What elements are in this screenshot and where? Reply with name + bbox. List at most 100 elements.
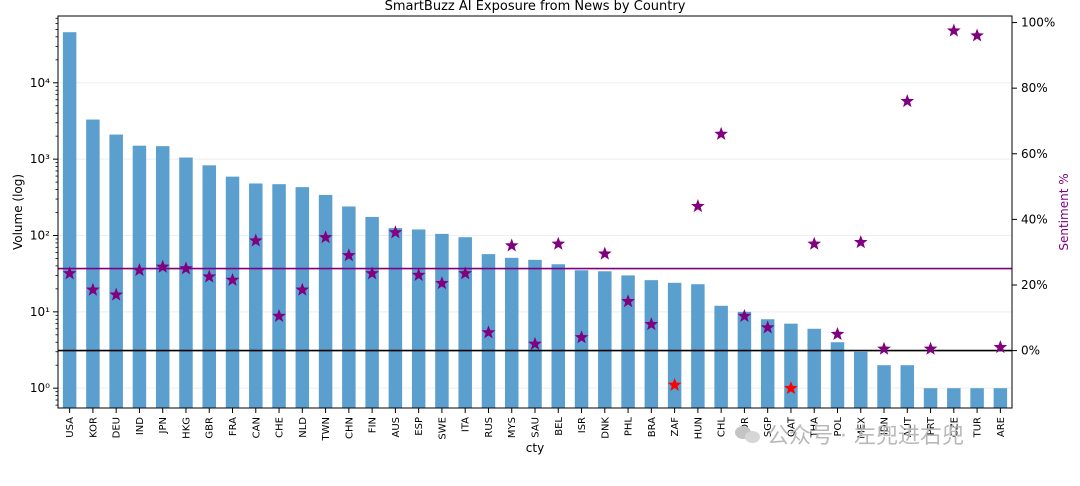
bar-hun bbox=[691, 284, 705, 408]
bar-ita bbox=[458, 237, 472, 408]
sentiment-star-twn bbox=[318, 230, 333, 244]
sentiment-star-can bbox=[248, 233, 263, 247]
sentiment-star-cze bbox=[946, 23, 961, 37]
y-tick-label: 10⁰ bbox=[30, 381, 50, 395]
sentiment-star-fra bbox=[225, 272, 240, 286]
x-tick-label-fin: FIN bbox=[368, 417, 379, 433]
y2-tick-label: 60% bbox=[1021, 147, 1048, 161]
x-tick-label-chn: CHN bbox=[344, 417, 355, 439]
x-tick-label-prt: PRT bbox=[926, 416, 937, 435]
bar-jpn bbox=[155, 146, 170, 408]
x-tick-label-swe: SWE bbox=[437, 417, 448, 440]
x-tick-label-cze: CZE bbox=[949, 417, 960, 437]
x-tick-label-mex: MEX bbox=[856, 417, 867, 439]
sentiment-star-aus bbox=[388, 225, 403, 239]
bar-sau bbox=[528, 259, 542, 408]
sentiment-star-fin bbox=[365, 266, 379, 280]
sentiment-star-mex bbox=[853, 235, 868, 249]
sentiment-star-jpn bbox=[155, 259, 170, 273]
x-tick-label-qat: QAT bbox=[786, 416, 797, 437]
bar-swe bbox=[435, 233, 449, 408]
sentiment-star-qat bbox=[784, 381, 798, 395]
x-tick-label-gbr: GBR bbox=[205, 417, 216, 439]
sentiment-star-deu bbox=[109, 287, 124, 301]
x-tick-label-kor: KOR bbox=[88, 417, 99, 438]
x-tick-label-ind: IND bbox=[135, 417, 146, 435]
x-tick-label-sgp: SGP bbox=[763, 417, 774, 437]
sentiment-star-sgp bbox=[760, 320, 775, 334]
bar-mex bbox=[854, 351, 868, 408]
bar-esp bbox=[411, 229, 426, 408]
y-tick-label: 10⁴ bbox=[30, 76, 50, 90]
bar-deu bbox=[109, 134, 123, 408]
sentiment-star-aut bbox=[900, 94, 915, 108]
bar-fin bbox=[365, 216, 379, 408]
bar-can bbox=[249, 183, 263, 408]
sentiment-star-zaf bbox=[667, 377, 682, 391]
sentiment-star-bra bbox=[644, 317, 659, 331]
bar-phl bbox=[621, 275, 635, 408]
x-tick-label-pol: POL bbox=[833, 417, 844, 437]
chart-title: SmartBuzz AI Exposure from News by Count… bbox=[385, 0, 686, 14]
y2-tick-label: 80% bbox=[1021, 81, 1048, 95]
sentiment-star-are bbox=[993, 340, 1008, 354]
x-tick-label-isr: ISR bbox=[577, 417, 588, 433]
sentiment-star-tur bbox=[970, 28, 984, 42]
x-tick-label-bra: BRA bbox=[647, 417, 658, 437]
sentiment-star-chn bbox=[342, 248, 356, 262]
sentiment-star-gbr bbox=[202, 269, 217, 283]
x-axis-label: cty bbox=[526, 441, 544, 455]
bar-pol bbox=[830, 342, 845, 408]
x-tick-label-tha: THA bbox=[810, 417, 821, 439]
bar-prt bbox=[923, 388, 938, 408]
x-tick-label-aus: AUS bbox=[391, 417, 402, 438]
x-tick-label-phl: PHL bbox=[624, 417, 635, 437]
x-tick-label-can: CAN bbox=[251, 417, 262, 438]
bar-fra bbox=[225, 176, 240, 408]
x-tick-label-deu: DEU bbox=[112, 417, 123, 438]
sentiment-star-usa bbox=[62, 266, 77, 280]
sentiment-star-bel bbox=[551, 236, 566, 250]
sentiment-star-pol bbox=[830, 326, 845, 341]
sentiment-star-hkg bbox=[179, 261, 193, 275]
bar-usa bbox=[62, 32, 77, 409]
sentiment-star-idn bbox=[877, 341, 891, 355]
sentiment-star-kor bbox=[86, 282, 100, 296]
bar-mys bbox=[504, 257, 519, 408]
x-tick-label-che: CHE bbox=[275, 417, 286, 438]
sentiment-star-esp bbox=[411, 267, 426, 281]
sentiment-star-isr bbox=[574, 330, 589, 344]
bar-ind bbox=[132, 145, 147, 409]
bar-bra bbox=[644, 280, 659, 408]
x-tick-label-fra: FRA bbox=[228, 417, 239, 436]
bar-aus bbox=[388, 228, 403, 408]
x-tick-label-usa: USA bbox=[65, 417, 76, 438]
bar-are bbox=[993, 388, 1008, 408]
x-tick-label-twn: TWN bbox=[321, 417, 332, 441]
x-tick-label-idn: IDN bbox=[880, 417, 891, 435]
sentiment-star-dnk bbox=[597, 246, 612, 260]
sentiment-star-sau bbox=[528, 336, 542, 350]
bar-chn bbox=[342, 206, 356, 408]
bar-bel bbox=[551, 264, 566, 408]
y2-tick-label: 40% bbox=[1021, 212, 1048, 226]
y2-tick-label: 100% bbox=[1021, 16, 1055, 30]
x-tick-label-bel: BEL bbox=[554, 417, 565, 436]
sentiment-star-phl bbox=[621, 294, 635, 308]
watermark: 公众号 · 左兜进右兜 bbox=[735, 418, 964, 450]
bar-cze bbox=[947, 388, 961, 408]
sentiment-star-mys bbox=[504, 238, 519, 252]
x-tick-label-mys: MYS bbox=[507, 417, 518, 438]
sentiment-star-hun bbox=[691, 199, 705, 213]
watermark-text: 公众号 · 左兜进右兜 bbox=[767, 424, 964, 449]
x-tick-label-tur: TUR bbox=[973, 417, 984, 438]
bar-chl bbox=[714, 305, 728, 408]
x-tick-label-aut: AUT bbox=[903, 416, 914, 437]
sentiment-star-nor bbox=[737, 308, 752, 322]
bar-twn bbox=[318, 194, 333, 408]
x-tick-label-nld: NLD bbox=[298, 417, 309, 438]
bar-dnk bbox=[598, 271, 612, 408]
wechat-icon bbox=[735, 424, 761, 444]
